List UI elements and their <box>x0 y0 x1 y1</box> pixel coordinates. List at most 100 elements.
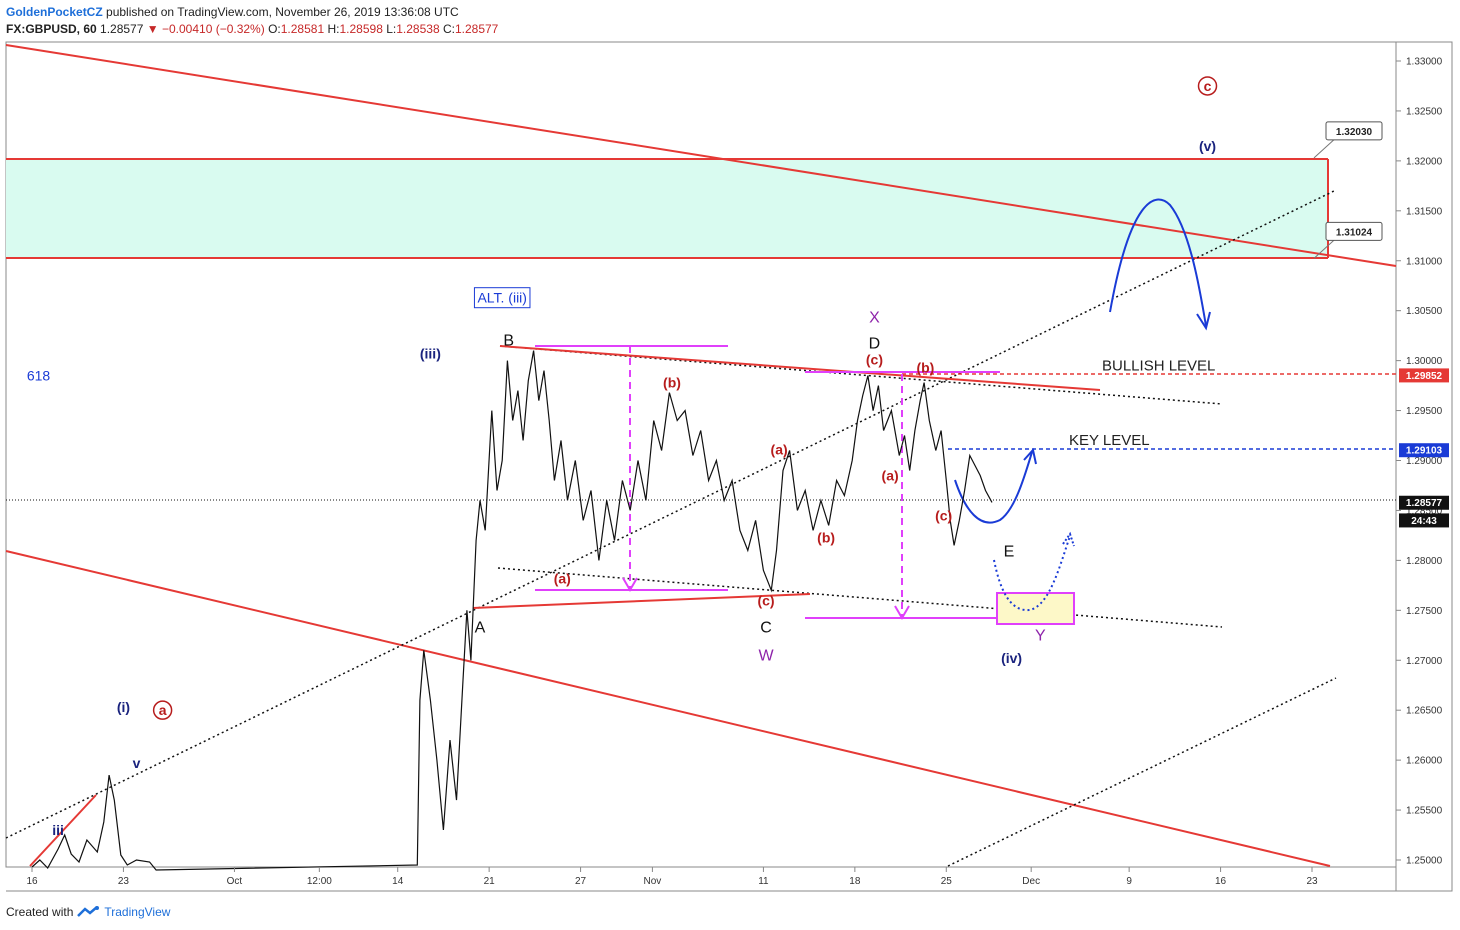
time-axis: 16 23 Oct 12:00 14 21 27 Nov 11 18 25 Dec 9 16 23 <box>26 867 1318 887</box>
wave-label: X <box>869 310 880 327</box>
wave-label: D <box>869 336 881 353</box>
price-axis-labels: 1.29852 1.29103 1.28577 24:43 <box>1399 368 1449 528</box>
triangle-upper-line <box>499 345 1101 391</box>
wave-label: E <box>1004 543 1015 560</box>
measure-tool-left <box>535 345 728 592</box>
y-tick-label: 1.25500 <box>1406 806 1443 817</box>
price-axis-tag <box>1399 368 1449 383</box>
y-tick-label: 1.27000 <box>1406 656 1443 667</box>
x-tick-label: 9 <box>1126 876 1132 887</box>
y-tick-label: 1.29000 <box>1406 456 1443 467</box>
level-label: BULLISH LEVEL <box>1102 357 1215 374</box>
close-value: 1.28577 <box>454 22 499 36</box>
wave-label: (c) <box>935 507 952 523</box>
y-tick-label: 1.29500 <box>1406 406 1443 417</box>
alt-label-box <box>473 287 531 309</box>
symbol-header: FX:GBPUSD, 60 1.28577 ▼ −0.00410 (−0.32%… <box>6 22 498 36</box>
wave-label: c <box>1204 78 1212 94</box>
wave-label: Y <box>1035 627 1046 644</box>
wave-circle-icon <box>1197 76 1218 96</box>
wave-label: (v) <box>1199 138 1216 154</box>
y-tick-label: 1.31000 <box>1406 256 1443 267</box>
author-name[interactable]: GoldenPocketCZ <box>6 5 103 19</box>
x-tick-label: 21 <box>484 876 496 887</box>
y-tick-label: 1.32500 <box>1406 106 1443 117</box>
target-box <box>996 592 1075 625</box>
price-axis-tag <box>1399 513 1449 528</box>
price-axis-tag-text: 1.29852 <box>1406 371 1443 382</box>
x-tick-label: 18 <box>849 876 861 887</box>
wave-label: iii <box>52 822 64 838</box>
x-tick-label: Nov <box>644 876 662 887</box>
channel-upper-line <box>5 44 1397 267</box>
wave-label: A <box>475 619 486 636</box>
price-axis-tag-text: 1.28577 <box>1406 498 1443 509</box>
open-value: 1.28581 <box>280 22 325 36</box>
wave-label: 618 <box>27 368 51 384</box>
wave-label: W <box>758 647 774 664</box>
price-axis-tag-text: 24:43 <box>1411 516 1437 527</box>
low-value: 1.28538 <box>396 22 440 36</box>
low-label: L: <box>386 22 397 36</box>
wave-annotations: c(v)ALT. (iii)B(iii)XD(c) (b)(b)(a)(a)(c)… <box>27 76 1218 838</box>
price-callout-box[interactable] <box>1325 221 1383 241</box>
last-price: 1.28577 <box>100 22 144 36</box>
wave-circle-icon <box>152 700 173 720</box>
wave-label: (b) <box>663 375 681 391</box>
publish-header: GoldenPocketCZ published on TradingView.… <box>6 5 459 19</box>
measure-tool-right <box>805 371 1000 620</box>
wave-label: (i) <box>117 699 130 715</box>
resistance-zone <box>6 159 1328 258</box>
x-tick-label: Oct <box>227 876 243 887</box>
price-change: ▼ −0.00410 (−0.32%) <box>146 22 265 36</box>
y-tick-label: 1.30000 <box>1406 356 1443 367</box>
wave-label: v <box>133 755 141 771</box>
y-tick-label: 1.28000 <box>1406 556 1443 567</box>
price-axis-tag <box>1399 495 1449 510</box>
projection-arc-up <box>1109 198 1207 327</box>
price-axis: 1.33000 1.32500 1.32000 1.31500 1.31000 1.305… <box>1396 57 1443 867</box>
rising-trendline <box>5 189 1337 839</box>
y-tick-label: 1.30500 <box>1406 306 1443 317</box>
x-tick-label: 14 <box>392 876 404 887</box>
x-tick-label: 23 <box>118 876 130 887</box>
price-axis-tag <box>1399 443 1449 458</box>
projection-arc-key-arrow <box>1023 447 1037 465</box>
price-callout-text: 1.31024 <box>1336 227 1373 238</box>
wave-label: (b) <box>916 360 934 376</box>
open-label: O: <box>268 22 281 36</box>
price-axis-tag-text: 1.29103 <box>1406 446 1443 457</box>
high-label: H: <box>327 22 340 36</box>
projection-arc-key <box>954 451 1033 524</box>
footer: Created with TradingView <box>6 905 170 919</box>
wave-label: a <box>159 702 167 718</box>
wave-label: (a) <box>554 570 571 586</box>
wave-label: (a) <box>882 467 899 483</box>
price-callout-box[interactable] <box>1325 121 1383 141</box>
price-callout-text: 1.32030 <box>1336 127 1373 138</box>
wave-label: (c) <box>866 352 883 368</box>
price-series-line <box>31 350 993 871</box>
x-tick-label: 11 <box>758 876 769 887</box>
wave-label: (b) <box>817 529 835 545</box>
close-label: C: <box>442 22 455 36</box>
wave-label: (c) <box>757 592 774 608</box>
y-tick-label: 1.25000 <box>1406 856 1443 867</box>
callout-pointer <box>1313 137 1337 159</box>
footer-brand[interactable]: TradingView <box>104 905 171 919</box>
level-labels: BULLISH LEVEL KEY LEVEL <box>1069 357 1215 449</box>
x-tick-label: 16 <box>26 876 38 887</box>
x-tick-label: 16 <box>1215 876 1227 887</box>
high-value: 1.28598 <box>339 22 383 36</box>
triangle-lower-trendline <box>497 567 1223 628</box>
x-tick-label: Dec <box>1022 876 1040 887</box>
price-callouts: 1.32030 1.31024 <box>1313 121 1383 259</box>
symbol-name: FX:GBPUSD, 60 <box>6 22 97 36</box>
triangle-lower-line <box>472 593 811 609</box>
wave-label: C <box>760 619 772 636</box>
channel-lower-line <box>5 550 1331 867</box>
wave-label: B <box>503 333 514 350</box>
wave-label: ALT. (iii) <box>477 290 527 306</box>
tradingview-logo-icon <box>77 906 100 917</box>
